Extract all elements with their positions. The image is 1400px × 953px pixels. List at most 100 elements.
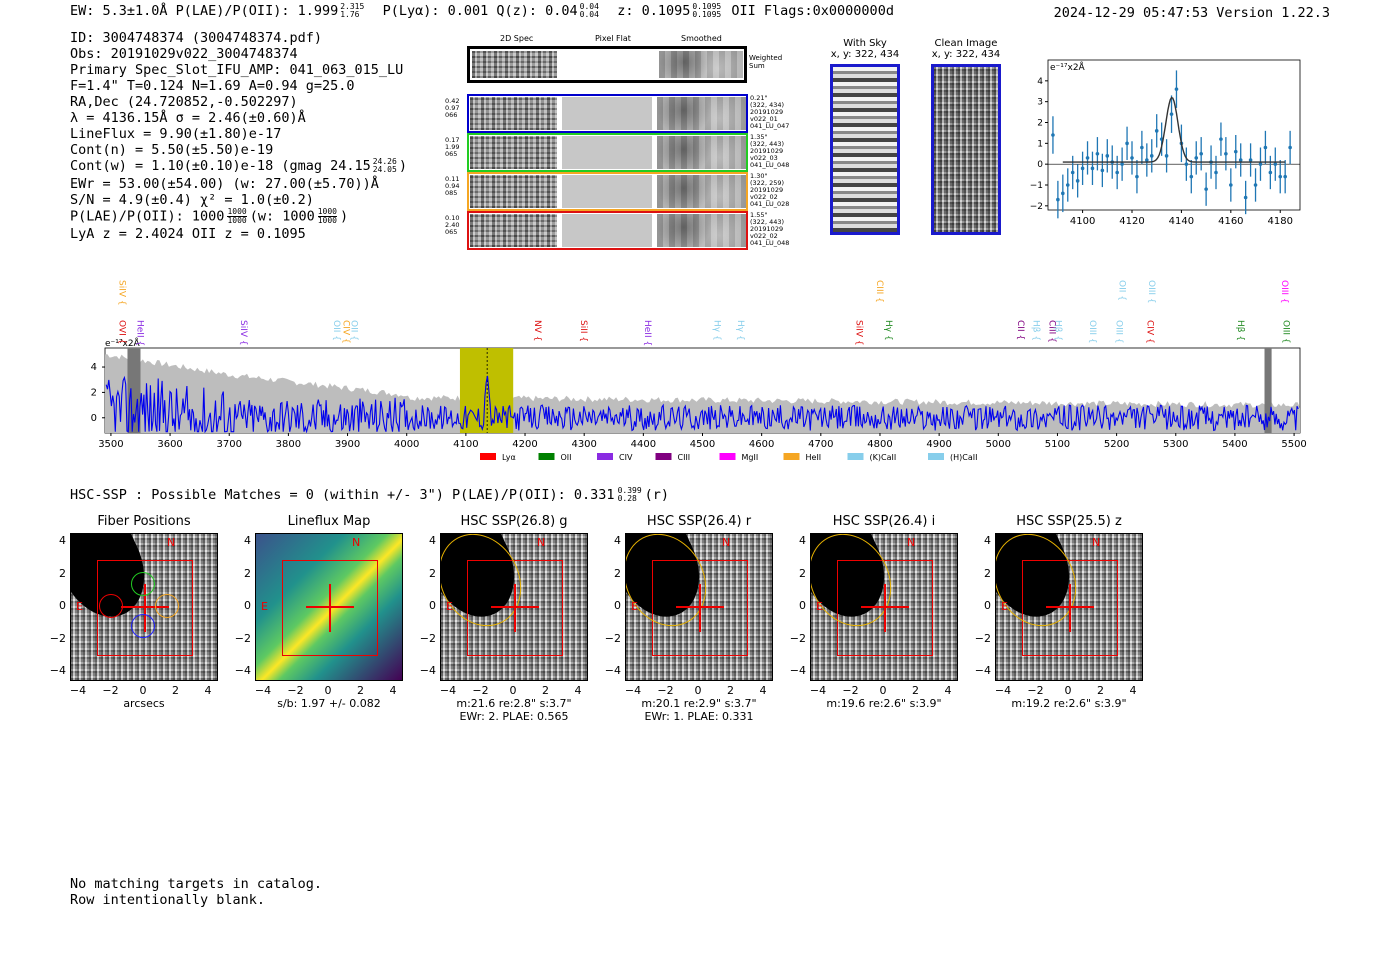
cutout-left-value: 065 (445, 228, 458, 236)
spec-xtick-label: 4700 (808, 439, 833, 450)
fit-point (1070, 170, 1075, 175)
with-sky-xy: x, y: 322, 434 (830, 49, 900, 60)
fit-point (1258, 162, 1263, 166)
east-label: E (816, 600, 823, 613)
fit-point (1065, 183, 1070, 187)
cutout-left-value: 0.42 (445, 97, 460, 105)
cutout-row-left-label: 0.10 2.40 065 (445, 215, 465, 236)
info-lya-z: LyA z = 2.4024 OII z = 0.1095 (70, 226, 306, 242)
spec-line-label: OIII { (1087, 320, 1097, 344)
fit-point (1056, 197, 1060, 202)
fit-point (1189, 174, 1194, 179)
hsc-end: (r) (644, 487, 670, 503)
cutout-2d-image (470, 214, 557, 247)
spec-line-marker: CIII { (1047, 320, 1057, 343)
panel-ytick-label: 0 (429, 599, 436, 612)
spec-line-marker: OIII { (1087, 320, 1097, 344)
weighted-2d-image (472, 51, 557, 78)
fit-point (1051, 133, 1055, 137)
header-ew: EW: 5.3±1.0Å P(LAE)/P(OII): 1.999 (70, 3, 339, 19)
spec-line-label: CIV { (340, 320, 350, 344)
spec-line-marker: HeII { (642, 320, 652, 346)
cutout-row-2 (467, 133, 748, 172)
aperture-box (282, 560, 378, 656)
panel-xtick-label: 2 (1097, 684, 1104, 697)
fit-point (1080, 166, 1085, 171)
fit-point (1174, 87, 1179, 91)
cutout-flat-image (562, 136, 652, 169)
panel-xtick-label: 4 (1129, 684, 1137, 697)
spec-legend-label: MgII (742, 453, 759, 462)
panel-title: HSC SSP(26.8) g (460, 514, 568, 529)
fit-point (1125, 141, 1129, 146)
info-plae-w-top: 1000 (317, 207, 337, 217)
panel-xtick-label: 2 (357, 684, 364, 697)
spec-line-marker: OIII { (1114, 320, 1124, 344)
cutout-right-value: 0.21" (750, 94, 768, 102)
spec-legend-swatch (655, 453, 672, 460)
panel-ytick-label: −4 (604, 664, 621, 677)
spec-legend-swatch (719, 453, 736, 460)
header-z-sub: 0.1095 (692, 10, 722, 19)
cutout-smooth-image (657, 97, 746, 130)
cutout-2d-image (470, 97, 557, 130)
spec-xtick-label: 5000 (986, 439, 1011, 450)
cutout-right-value: 1.30" (750, 172, 768, 180)
spec-xtick-label: 4800 (867, 439, 892, 450)
fit-point (1243, 195, 1248, 200)
fit-point (1135, 174, 1139, 179)
panel-xtick-label: 0 (1064, 684, 1072, 697)
col-title-2d: 2D Spec (500, 34, 534, 43)
fit-point (1278, 174, 1283, 179)
spec-legend-swatch (928, 453, 944, 460)
spec-line-label: CIII { (874, 280, 884, 303)
spec-legend-label: CIV (619, 453, 633, 462)
fit-point (1238, 158, 1243, 162)
spec-xtick-label: 4000 (394, 439, 419, 450)
info-id: ID: 3004748374 (3004748374.pdf) (70, 30, 322, 46)
panel-ytick-label: 4 (799, 534, 806, 547)
panel-ytick-label: 2 (59, 566, 66, 580)
north-label: N (167, 536, 176, 549)
header-plae-sup: 2.315 (340, 2, 365, 11)
fit-point (1164, 154, 1169, 158)
spec-line-marker: Hβ { (1053, 320, 1063, 341)
fit-plot-frame (1047, 59, 1301, 211)
panel-xtick-label: 0 (694, 684, 702, 697)
info-contw-sup: 24.26 (372, 157, 397, 166)
cutout-row-right-label: 0.21" (322, 434) 20191029 v022_01 041_LU_047 (750, 95, 810, 130)
info-fparams: F=1.4" T=0.124 N=1.69 A=0.94 g=25.0 (70, 78, 355, 94)
panel-xtick-label: 2 (727, 684, 734, 697)
spec-xtick-label: 4600 (749, 439, 774, 450)
fit-point (1149, 154, 1154, 158)
spec-legend-label: Lyα (502, 453, 516, 462)
panel-ytick-label: −4 (974, 664, 991, 677)
fit-point (1075, 179, 1080, 183)
panel-ytick-label: 4 (244, 534, 251, 547)
spec-line-marker: CII { (1015, 320, 1025, 340)
cutout-smooth-image (657, 136, 746, 169)
cutout-right-value: 20191029 (750, 108, 784, 116)
panel-xtick-label: −2 (287, 684, 304, 697)
clean-image (931, 64, 1001, 235)
info-plae-w-bot: 1000 (317, 216, 337, 225)
panel-ytick-label: −4 (789, 664, 806, 677)
panel-xtick-label: 2 (172, 684, 179, 697)
fiber-circle (155, 594, 179, 618)
spec-line-label: OII { (1117, 280, 1127, 301)
spec-xtick-label: 5500 (1281, 439, 1306, 450)
cutout-left-value: 0.97 (445, 104, 460, 112)
panel-caption-1: arcsecs (123, 697, 165, 710)
fit-point (1224, 151, 1228, 156)
panel-xtick-label: 0 (324, 684, 332, 697)
panel-ytick-label: 2 (429, 566, 436, 580)
header-datetime: 2024-12-29 05:47:53 Version 1.22.3 (1053, 5, 1330, 21)
spec-line-label: CIV { (1144, 320, 1154, 344)
fit-point (1105, 154, 1110, 158)
fit-point (1288, 145, 1292, 150)
fiber-circle (131, 614, 155, 638)
spec-legend-label: (H)CaII (950, 453, 977, 462)
